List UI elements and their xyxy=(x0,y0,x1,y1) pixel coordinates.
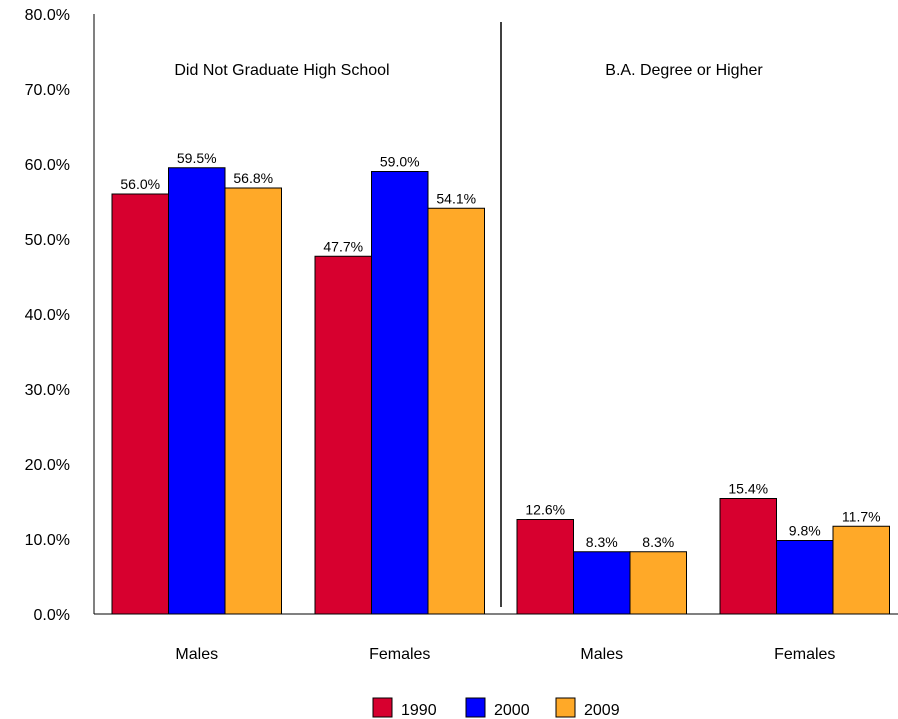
panel-title: Did Not Graduate High School xyxy=(174,62,389,79)
y-tick-label: 50.0% xyxy=(25,232,70,249)
x-category-label: Males xyxy=(580,646,623,663)
y-tick-label: 40.0% xyxy=(25,307,70,324)
panel-title: B.A. Degree or Higher xyxy=(605,62,763,79)
data-label: 56.8% xyxy=(233,170,273,186)
data-label: 59.0% xyxy=(380,154,420,170)
legend-swatch-1990 xyxy=(372,697,393,718)
x-category-label: Males xyxy=(175,646,218,663)
bar-2009 xyxy=(629,551,687,615)
bar-1990 xyxy=(314,255,372,615)
data-label: 12.6% xyxy=(525,502,565,518)
y-tick-label: 10.0% xyxy=(25,532,70,549)
y-tick-label: 60.0% xyxy=(25,157,70,174)
data-label: 47.7% xyxy=(323,238,363,254)
legend-label: 2009 xyxy=(584,702,620,719)
data-label: 8.3% xyxy=(586,534,618,550)
bar-2000 xyxy=(573,551,631,615)
bar-2000 xyxy=(776,540,834,615)
y-tick-label: 80.0% xyxy=(25,7,70,24)
legend-label: 2000 xyxy=(494,702,530,719)
bar-2009 xyxy=(224,187,282,615)
y-tick-label: 0.0% xyxy=(34,607,70,624)
plot-area: 0.0% 10.0% 20.0% 30.0% 40.0% 50.0% 60.0% 70.0% 8… xyxy=(25,7,898,719)
y-tick-label: 70.0% xyxy=(25,82,70,99)
data-label: 54.1% xyxy=(436,190,476,206)
bar-1990 xyxy=(516,519,574,615)
legend-swatch-2000 xyxy=(465,697,486,718)
legend-swatch-2009 xyxy=(555,697,576,718)
data-label: 8.3% xyxy=(642,534,674,550)
bar-1990 xyxy=(111,193,169,615)
data-label: 15.4% xyxy=(728,481,768,497)
bar-2000 xyxy=(168,167,226,615)
bar-2000 xyxy=(371,171,429,615)
bar-2009 xyxy=(427,207,485,615)
x-category-label: Females xyxy=(774,646,835,663)
data-label: 56.0% xyxy=(120,176,160,192)
data-label: 59.5% xyxy=(177,150,217,166)
data-label: 11.7% xyxy=(842,508,881,524)
bar-2009 xyxy=(832,525,890,615)
data-label: 9.8% xyxy=(789,523,821,539)
y-tick-label: 30.0% xyxy=(25,382,70,399)
x-category-label: Females xyxy=(369,646,430,663)
y-tick-label: 20.0% xyxy=(25,457,70,474)
legend-label: 1990 xyxy=(401,702,437,719)
bar-1990 xyxy=(719,498,777,615)
